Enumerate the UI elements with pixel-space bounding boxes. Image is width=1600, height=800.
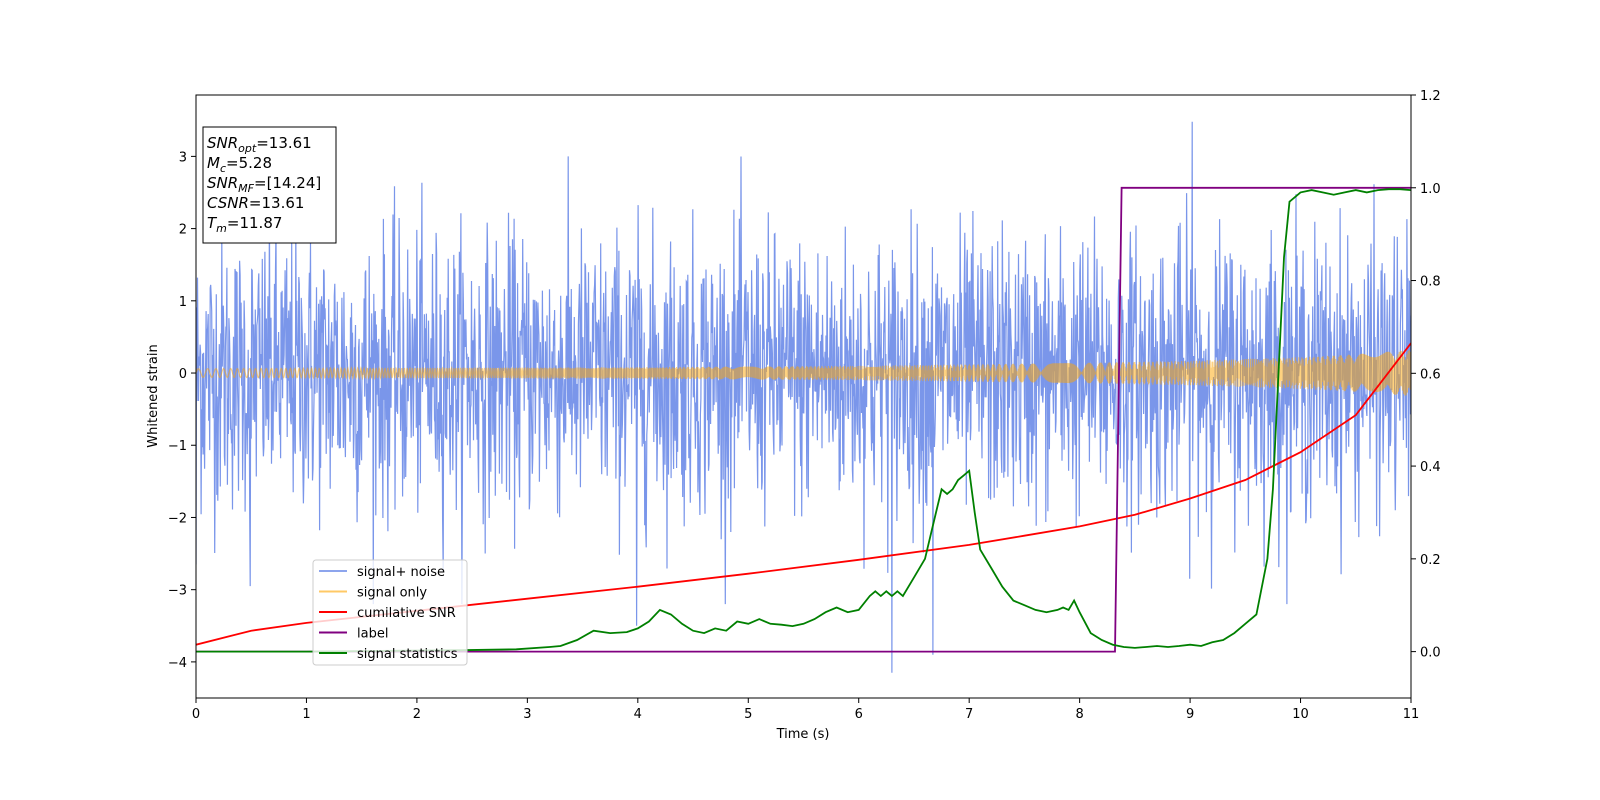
x-tick-label: 5 <box>744 707 752 722</box>
annotation-line: SNRMF=[14.24] <box>207 174 321 195</box>
annotation-box: SNRopt=13.61Mc=5.28SNRMF=[14.24]CSNR=13.… <box>202 126 337 244</box>
y2-tick-label: 0.0 <box>1420 646 1441 661</box>
axes-frame <box>195 94 1412 699</box>
x-tick-label: 0 <box>192 707 200 722</box>
y-tick-label: −1 <box>168 439 187 454</box>
series-signal-statistics <box>196 188 1411 653</box>
y2-tick-label: 0.6 <box>1420 367 1441 382</box>
x-tick-label: 7 <box>965 707 973 722</box>
x-tick-label: 8 <box>1075 707 1083 722</box>
x-tick-label: 9 <box>1186 707 1194 722</box>
y2-tick-label: 0.4 <box>1420 460 1441 475</box>
x-tick-label: 1 <box>302 707 310 722</box>
legend-label: label <box>357 627 388 642</box>
x-tick-label: 2 <box>413 707 421 722</box>
x-tick-label: 6 <box>855 707 863 722</box>
annotation-line: Mc=5.28 <box>207 154 272 175</box>
x-tick-label: 3 <box>523 707 531 722</box>
left-y-axis: −4 −3 −2 −1 0 1 2 3 <box>168 150 196 671</box>
legend-label: signal only <box>357 586 427 601</box>
y2-tick-label: 0.2 <box>1420 553 1441 568</box>
y-tick-label: 0 <box>179 367 187 382</box>
y-tick-label: 3 <box>179 150 187 165</box>
y2-tick-label: 1.0 <box>1420 182 1441 197</box>
legend-label: cumilative SNR <box>357 606 456 621</box>
annotation-line: Tm=11.87 <box>207 214 282 235</box>
x-axis: 0 1 2 3 4 5 6 7 8 9 10 11 <box>192 698 1419 722</box>
legend: signal+ noise signal only cumilative SNR la… <box>312 559 468 666</box>
y-tick-label: 2 <box>179 223 187 238</box>
x-tick-label: 10 <box>1292 707 1309 722</box>
y-tick-label: 1 <box>179 295 187 310</box>
series-signal-only <box>196 350 1411 396</box>
legend-label: signal+ noise <box>357 565 445 580</box>
y2-tick-label: 1.2 <box>1420 89 1441 104</box>
y-tick-label: −4 <box>168 656 187 671</box>
x-tick-label: 4 <box>634 707 642 722</box>
legend-label: signal statistics <box>357 647 458 662</box>
annotation-line: SNRopt=13.61 <box>207 134 312 155</box>
annotation-line: CSNR=13.61 <box>207 194 304 212</box>
y-tick-label: −3 <box>168 584 187 599</box>
right-y-axis: 0.0 0.2 0.4 0.6 0.8 1.0 1.2 <box>1411 89 1441 661</box>
x-axis-label: Time (s) <box>776 727 830 742</box>
x-tick-label: 11 <box>1403 707 1420 722</box>
y-tick-label: −2 <box>168 511 187 526</box>
series-label <box>196 186 1411 653</box>
y-axis-label: Whitened strain <box>146 344 161 447</box>
y2-tick-label: 0.8 <box>1420 275 1441 290</box>
